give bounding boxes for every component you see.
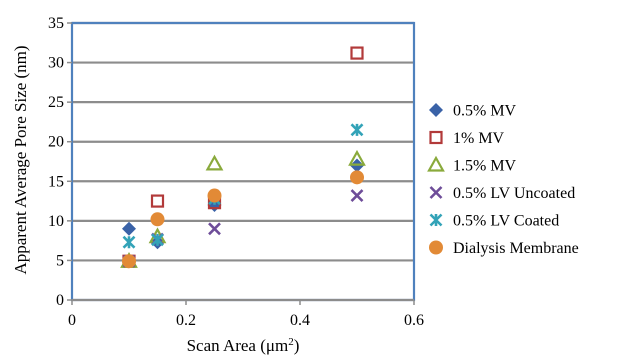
data-point [350, 123, 364, 137]
legend-item: Dialysis Membrane [429, 240, 579, 257]
legend-label: Dialysis Membrane [453, 240, 579, 257]
data-point [207, 188, 222, 203]
y-tick-label: 15 [48, 173, 64, 190]
legend-marker [429, 130, 443, 145]
legend-label: 0.5% LV Uncoated [453, 185, 575, 202]
y-tick-label: 25 [48, 94, 64, 111]
legend-marker [429, 213, 443, 227]
y-tick-label: 10 [48, 213, 64, 230]
legend-label: 0.5% MV [453, 103, 517, 120]
data-point [150, 212, 165, 227]
y-tick-label: 20 [48, 134, 64, 151]
x-axis-label: Scan Area (μm2) [187, 336, 300, 355]
axes: 0 5 10 15 20 25 30 35 0 0.2 0.4 0.6 [48, 15, 424, 329]
x-tick-label: 0.2 [176, 312, 196, 329]
data-points [120, 46, 366, 269]
data-point [350, 189, 364, 202]
legend-item: 0.5% LV Uncoated [429, 185, 575, 202]
y-tick-label: 5 [56, 252, 64, 269]
legend-marker [429, 186, 443, 199]
y-tick-label: 35 [48, 15, 64, 32]
y-tick-label: 0 [56, 292, 64, 309]
y-tick-label: 30 [48, 55, 64, 72]
x-tick-label: 0 [68, 312, 76, 329]
data-point [122, 235, 136, 249]
data-point [150, 194, 165, 208]
legend-label: 1.5% MV [453, 158, 517, 175]
legend-item: 1.5% MV [427, 155, 517, 175]
data-point [122, 221, 136, 236]
x-tick-label: 0.6 [404, 312, 424, 329]
data-point [348, 149, 366, 166]
legend-item: 0.5% LV Coated [429, 213, 559, 230]
legend: 0.5% MV 1% MV 1.5% MV 0.5% LV Uncoated 0.5% … [427, 103, 579, 257]
data-point [350, 46, 364, 60]
legend-label: 0.5% LV Coated [453, 213, 559, 230]
data-point [151, 233, 164, 247]
y-axis-label: Apparent Average Pore Size (nm) [11, 45, 30, 274]
legend-marker [429, 103, 443, 117]
data-point [122, 254, 136, 269]
legend-marker [429, 240, 443, 255]
legend-item: 1% MV [429, 130, 505, 147]
data-point [208, 222, 221, 236]
legend-marker [427, 155, 445, 172]
data-point [350, 170, 364, 185]
legend-item: 0.5% MV [429, 103, 517, 120]
legend-label: 1% MV [453, 130, 505, 147]
x-tick-label: 0.4 [290, 312, 310, 329]
data-point [205, 154, 224, 171]
